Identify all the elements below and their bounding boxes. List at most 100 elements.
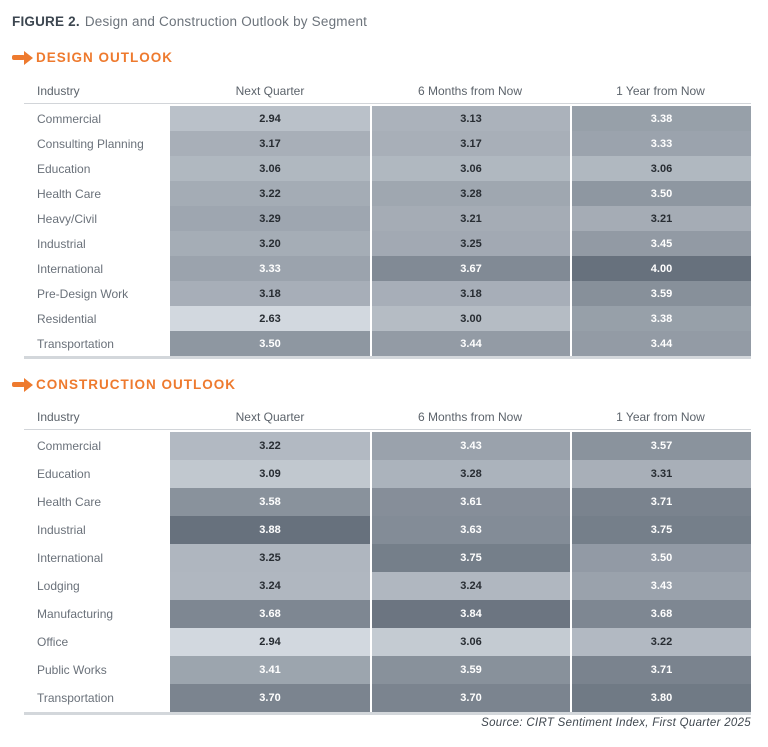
- construction-table-header: Industry Next Quarter 6 Months from Now …: [24, 410, 751, 424]
- design-outlook-heading-label: DESIGN OUTLOOK: [36, 50, 174, 65]
- column-header-industry: Industry: [37, 410, 80, 424]
- industry-label: Manufacturing: [24, 600, 170, 628]
- industry-label: Commercial: [24, 432, 170, 460]
- value-cell: 3.71: [570, 656, 751, 684]
- column-header-6-months: 6 Months from Now: [417, 410, 523, 424]
- value-cell: 3.18: [370, 281, 570, 306]
- value-cell: 3.22: [570, 628, 751, 656]
- value-cell: 3.59: [370, 656, 570, 684]
- value-cell: 3.22: [170, 181, 370, 206]
- value-cell: 3.38: [570, 106, 751, 131]
- table-row: Office 2.94 3.06 3.22: [24, 628, 751, 656]
- table-row: Consulting Planning 3.17 3.17 3.33: [24, 131, 751, 156]
- value-cell: 3.43: [570, 572, 751, 600]
- value-cell: 3.75: [370, 544, 570, 572]
- value-cell: 2.94: [170, 106, 370, 131]
- value-cell: 3.29: [170, 206, 370, 231]
- construction-outlook-heading: CONSTRUCTION OUTLOOK: [12, 377, 236, 392]
- industry-label: Education: [24, 460, 170, 488]
- column-header-next-quarter: Next Quarter: [235, 84, 305, 98]
- value-cell: 3.20: [170, 231, 370, 256]
- figure-subtitle: Design and Construction Outlook by Segme…: [84, 14, 368, 29]
- value-cell: 3.50: [170, 331, 370, 356]
- value-cell: 3.21: [570, 206, 751, 231]
- value-cell: 3.68: [170, 600, 370, 628]
- construction-outlook-heading-label: CONSTRUCTION OUTLOOK: [36, 377, 236, 392]
- value-cell: 3.63: [370, 516, 570, 544]
- value-cell: 3.67: [370, 256, 570, 281]
- value-cell: 3.06: [370, 628, 570, 656]
- value-cell: 3.41: [170, 656, 370, 684]
- value-cell: 3.75: [570, 516, 751, 544]
- table-row: Transportation 3.50 3.44 3.44: [24, 331, 751, 356]
- industry-label: Health Care: [24, 488, 170, 516]
- table-row: Manufacturing 3.68 3.84 3.68: [24, 600, 751, 628]
- industry-label: Transportation: [24, 684, 170, 712]
- industry-label: International: [24, 544, 170, 572]
- figure-title: FIGURE 2. Design and Construction Outlook…: [12, 14, 367, 29]
- value-cell: 3.00: [370, 306, 570, 331]
- value-cell: 3.21: [370, 206, 570, 231]
- value-cell: 3.44: [570, 331, 751, 356]
- design-table-header: Industry Next Quarter 6 Months from Now …: [24, 84, 751, 98]
- value-cell: 3.17: [370, 131, 570, 156]
- industry-label: Education: [24, 156, 170, 181]
- arrow-right-icon: [12, 377, 33, 392]
- value-cell: 3.28: [370, 181, 570, 206]
- value-cell: 3.44: [370, 331, 570, 356]
- table-row: International 3.33 3.67 4.00: [24, 256, 751, 281]
- industry-label: Lodging: [24, 572, 170, 600]
- value-cell: 3.06: [570, 156, 751, 181]
- column-header-1-year: 1 Year from Now: [616, 84, 705, 98]
- value-cell: 3.31: [570, 460, 751, 488]
- table-row: Pre-Design Work 3.18 3.18 3.59: [24, 281, 751, 306]
- column-header-next-quarter: Next Quarter: [235, 410, 305, 424]
- design-outlook-heading: DESIGN OUTLOOK: [12, 50, 173, 65]
- industry-label: Public Works: [24, 656, 170, 684]
- construction-outlook-table: Commercial 3.22 3.43 3.57 Education 3.09 3.28 3…: [24, 429, 751, 715]
- table-row: Lodging 3.24 3.24 3.43: [24, 572, 751, 600]
- value-cell: 3.33: [570, 131, 751, 156]
- value-cell: 3.84: [370, 600, 570, 628]
- industry-label: Industrial: [24, 231, 170, 256]
- industry-label: Consulting Planning: [24, 131, 170, 156]
- industry-label: Commercial: [24, 106, 170, 131]
- table-row: Transportation 3.70 3.70 3.80: [24, 684, 751, 712]
- value-cell: 3.70: [370, 684, 570, 712]
- table-row: Education 3.09 3.28 3.31: [24, 460, 751, 488]
- table-row: Commercial 3.22 3.43 3.57: [24, 432, 751, 460]
- table-row: International 3.25 3.75 3.50: [24, 544, 751, 572]
- value-cell: 3.25: [170, 544, 370, 572]
- table-row: Public Works 3.41 3.59 3.71: [24, 656, 751, 684]
- value-cell: 3.88: [170, 516, 370, 544]
- table-row: Health Care 3.22 3.28 3.50: [24, 181, 751, 206]
- value-cell: 4.00: [570, 256, 751, 281]
- industry-label: Industrial: [24, 516, 170, 544]
- column-header-industry: Industry: [37, 84, 80, 98]
- value-cell: 3.45: [570, 231, 751, 256]
- value-cell: 3.22: [170, 432, 370, 460]
- industry-label: Office: [24, 628, 170, 656]
- industry-label: Residential: [24, 306, 170, 331]
- value-cell: 3.06: [170, 156, 370, 181]
- table-row: Health Care 3.58 3.61 3.71: [24, 488, 751, 516]
- table-row: Industrial 3.20 3.25 3.45: [24, 231, 751, 256]
- table-row: Commercial 2.94 3.13 3.38: [24, 106, 751, 131]
- value-cell: 3.57: [570, 432, 751, 460]
- source-note: Source: CIRT Sentiment Index, First Quar…: [481, 717, 751, 729]
- value-cell: 3.13: [370, 106, 570, 131]
- value-cell: 3.24: [170, 572, 370, 600]
- table-row: Industrial 3.88 3.63 3.75: [24, 516, 751, 544]
- value-cell: 3.28: [370, 460, 570, 488]
- value-cell: 3.17: [170, 131, 370, 156]
- table-row: Heavy/Civil 3.29 3.21 3.21: [24, 206, 751, 231]
- industry-label: Pre-Design Work: [24, 281, 170, 306]
- value-cell: 3.06: [370, 156, 570, 181]
- value-cell: 2.94: [170, 628, 370, 656]
- table-row: Education 3.06 3.06 3.06: [24, 156, 751, 181]
- industry-label: Heavy/Civil: [24, 206, 170, 231]
- column-header-1-year: 1 Year from Now: [616, 410, 705, 424]
- table-row: Residential 2.63 3.00 3.38: [24, 306, 751, 331]
- value-cell: 3.59: [570, 281, 751, 306]
